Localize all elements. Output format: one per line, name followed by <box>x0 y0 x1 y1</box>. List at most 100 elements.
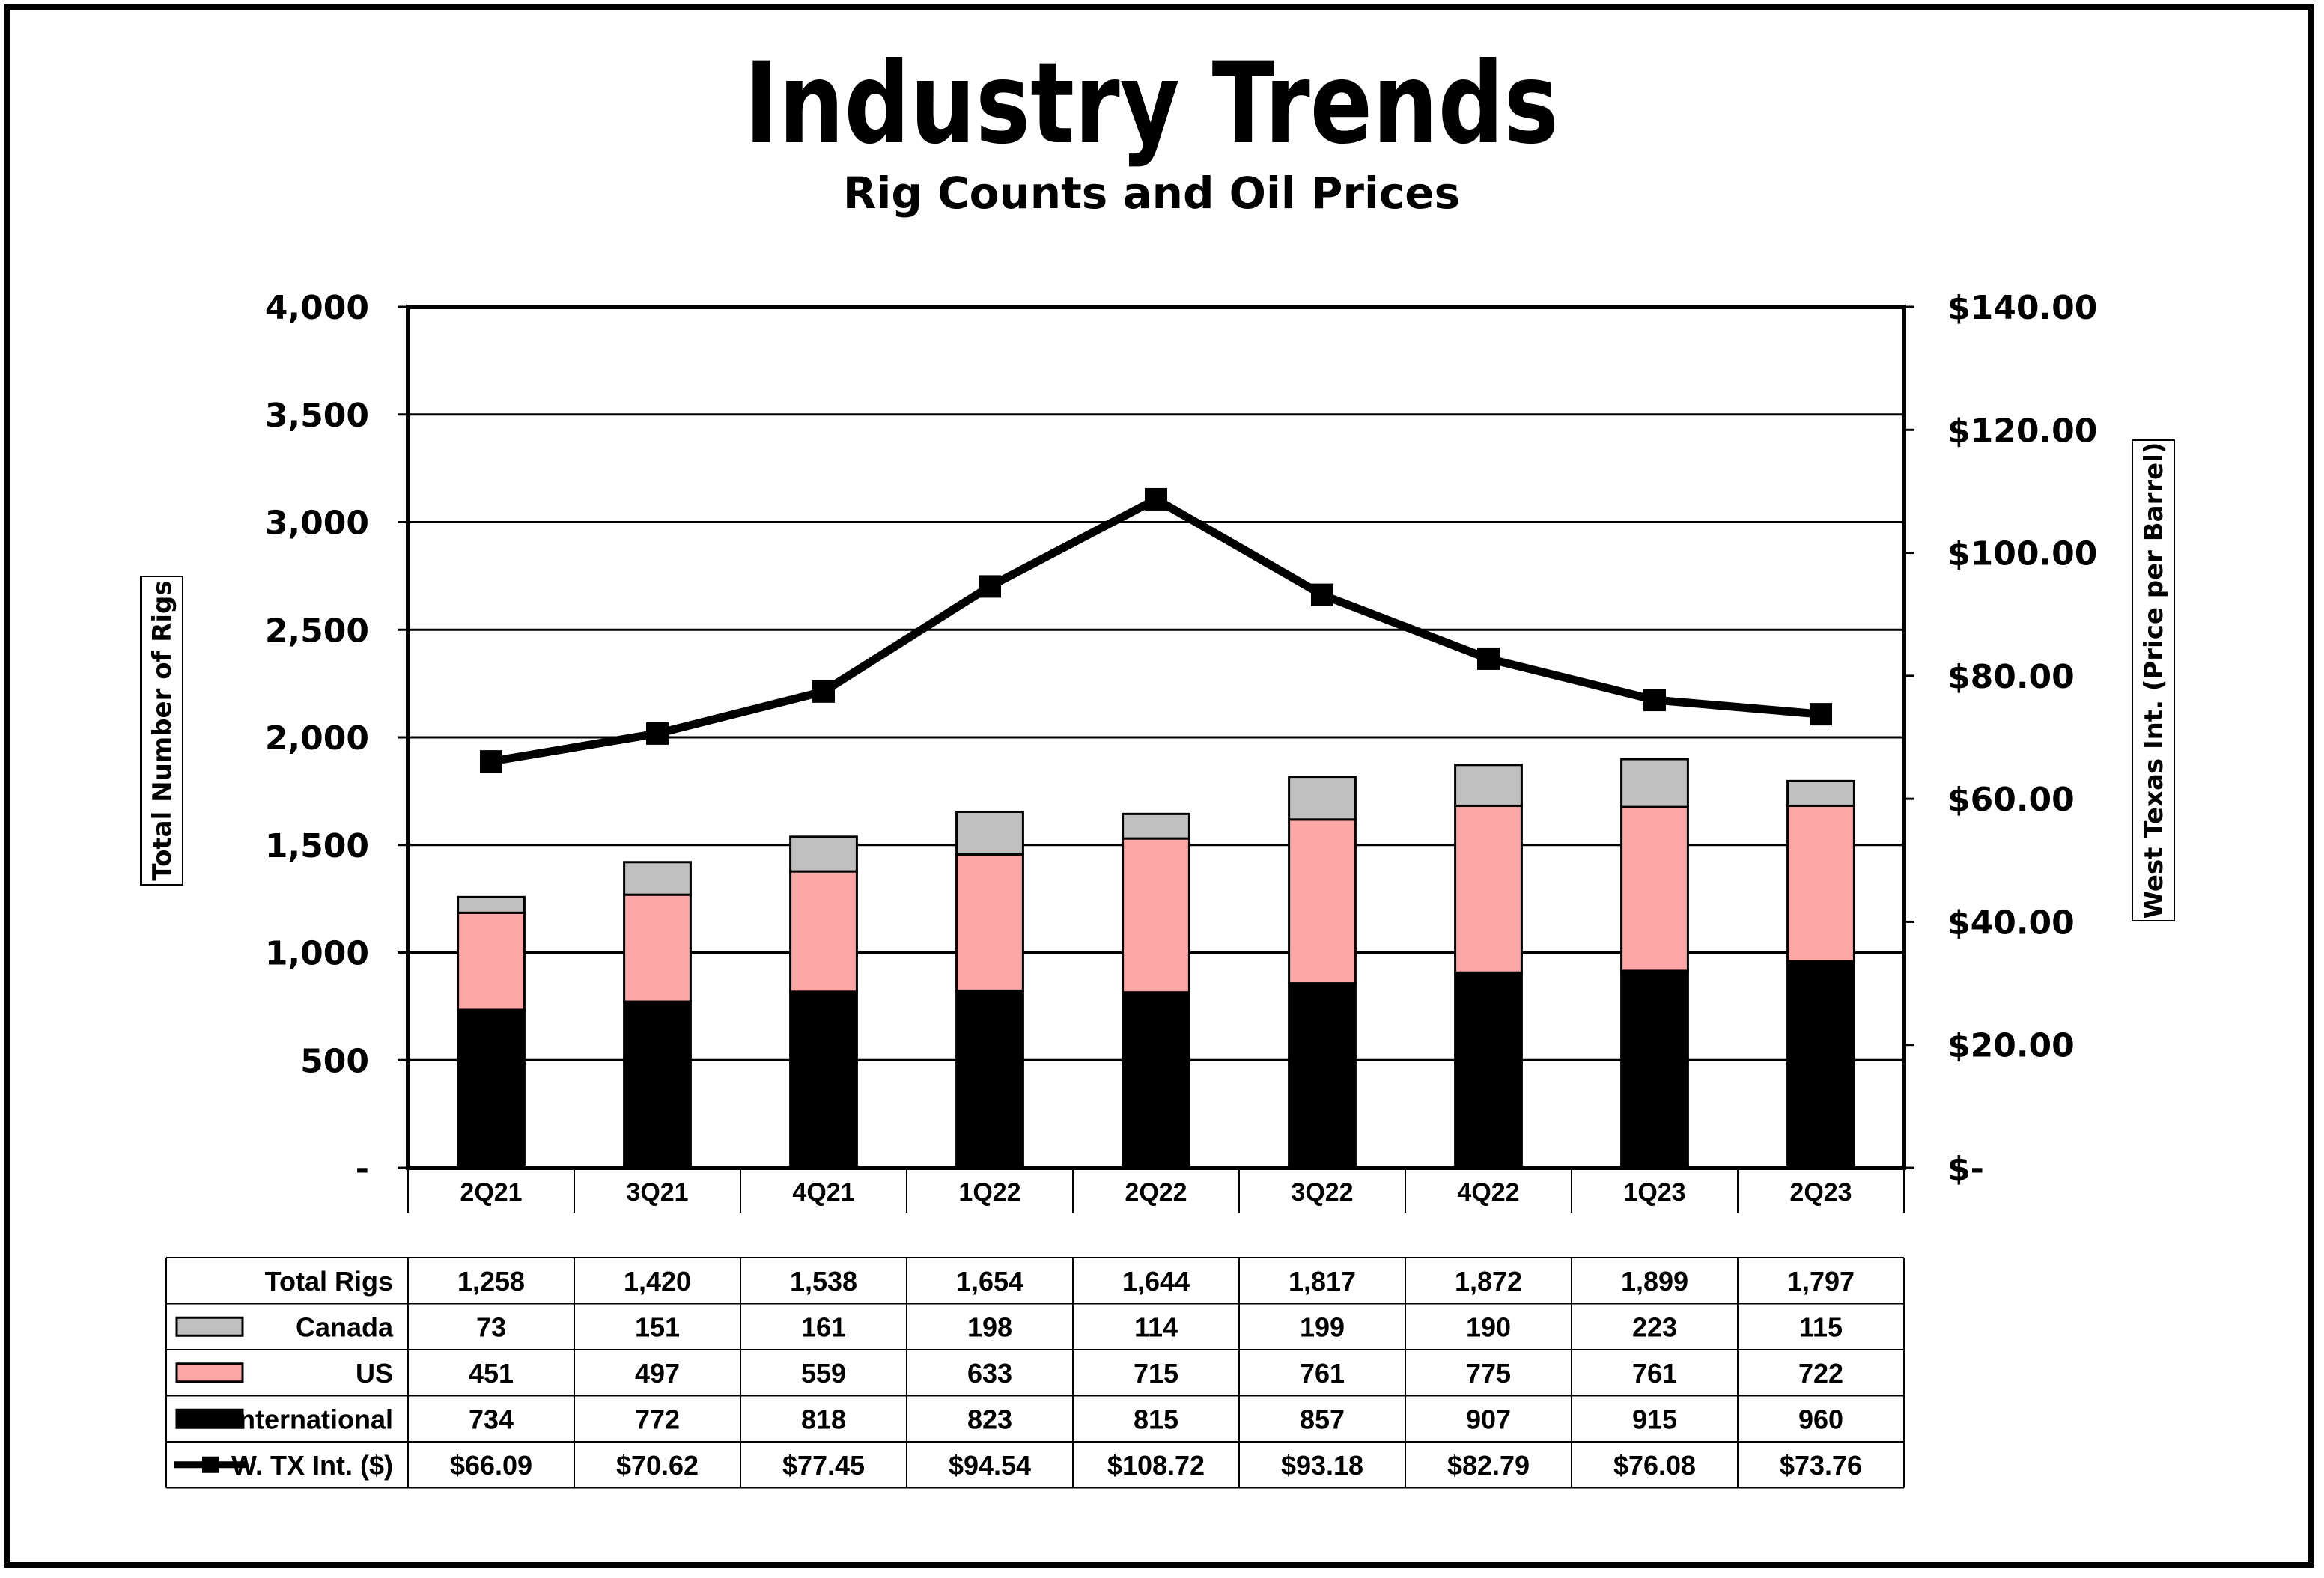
table-cell: $93.18 <box>1281 1450 1363 1481</box>
price-marker-2q22 <box>1145 487 1167 511</box>
left-axis-title: Total Number of Rigs <box>147 580 177 880</box>
left-tick-label: 2,500 <box>265 612 369 650</box>
table-cell: 815 <box>1134 1404 1178 1434</box>
table-cell: 907 <box>1466 1404 1511 1434</box>
right-tick-label: $140.00 <box>1947 289 2097 327</box>
table-cell: 198 <box>967 1312 1012 1342</box>
table-cell: 199 <box>1300 1312 1345 1342</box>
table-cell: 1,872 <box>1455 1266 1522 1297</box>
table-cell: 761 <box>1300 1358 1345 1389</box>
bar-international-2q22 <box>1122 991 1190 1169</box>
data-table: 2Q21 3Q21 4Q21 1Q22 2Q22 3Q22 4Q22 1Q23 2Q23 Tota… <box>165 1168 1905 1489</box>
table-cell: 1,654 <box>956 1266 1023 1297</box>
left-tick-label: 3,500 <box>265 397 369 435</box>
bar-us-4q22 <box>1454 804 1523 974</box>
row-label: US <box>356 1358 393 1389</box>
table-cell: $82.79 <box>1447 1450 1530 1481</box>
bar-canada-2q22 <box>1122 812 1190 840</box>
table-cell: $70.62 <box>616 1450 699 1481</box>
table-cell: 1,797 <box>1787 1266 1855 1297</box>
table-cell: 1,538 <box>790 1266 857 1297</box>
table-cell: $108.72 <box>1107 1450 1205 1481</box>
table-cell: 772 <box>635 1404 680 1434</box>
left-axis-title-box: Total Number of Rigs <box>140 576 183 886</box>
legend-swatch-international <box>175 1408 244 1429</box>
price-marker-3q21 <box>646 722 669 745</box>
table-cell: 633 <box>967 1358 1012 1389</box>
right-tick-label: $- <box>1947 1150 1984 1188</box>
bar-us-1q22 <box>955 853 1024 992</box>
category-label: 1Q22 <box>958 1178 1020 1207</box>
table-cell: 1,644 <box>1122 1266 1190 1297</box>
bar-canada-2q21 <box>457 895 526 914</box>
right-axis: $- $20.00 $40.00 $60.00 $80.00 $100.00 $120.00… <box>1904 289 2097 1188</box>
table-cell: 451 <box>469 1358 514 1389</box>
table-cell: 823 <box>967 1404 1012 1434</box>
table-cell: 114 <box>1134 1312 1178 1342</box>
table-cell: 715 <box>1134 1358 1178 1389</box>
price-marker-3q22 <box>1311 583 1333 606</box>
bar-us-2q21 <box>457 911 526 1011</box>
bar-international-3q22 <box>1288 982 1357 1169</box>
right-tick-label: $120.00 <box>1947 412 2097 450</box>
price-line-layer <box>480 487 1832 773</box>
bars <box>457 758 1855 1169</box>
left-axis: - 500 1,000 1,500 2,000 2,500 3,000 3,500 4,000 <box>265 289 408 1188</box>
price-marker-1q23 <box>1643 689 1666 712</box>
left-tick-label: - <box>356 1150 369 1188</box>
table-cell: 559 <box>801 1358 846 1389</box>
right-axis-title-box: West Texas Int. (Price per Barrel) <box>2132 439 2175 921</box>
table-cell: 915 <box>1632 1404 1677 1434</box>
legend-swatch-us <box>175 1362 244 1383</box>
bar-canada-1q23 <box>1620 758 1689 808</box>
bar-international-4q22 <box>1454 971 1523 1169</box>
chart-frame <box>4 4 2314 1568</box>
table-cell: 761 <box>1632 1358 1677 1389</box>
table-cell: $94.54 <box>949 1450 1031 1481</box>
row-label: Canada <box>296 1312 394 1342</box>
bar-canada-3q22 <box>1288 776 1357 821</box>
bar-us-3q21 <box>623 893 692 1003</box>
table-cell: 161 <box>801 1312 846 1342</box>
bar-international-1q22 <box>955 989 1024 1169</box>
category-label: 3Q21 <box>626 1178 688 1207</box>
bar-international-3q21 <box>623 1000 692 1169</box>
category-label: 1Q23 <box>1623 1178 1685 1207</box>
bar-international-1q23 <box>1620 969 1689 1169</box>
legend-swatch-canada <box>175 1316 244 1337</box>
price-marker-1q22 <box>979 575 1001 598</box>
category-label: 2Q22 <box>1125 1178 1187 1207</box>
category-label: 4Q21 <box>792 1178 854 1207</box>
bar-us-1q23 <box>1620 805 1689 972</box>
price-marker-4q22 <box>1477 647 1500 670</box>
bar-us-4q21 <box>789 870 858 993</box>
right-tick-label: $60.00 <box>1947 781 2075 819</box>
left-tick-label: 3,000 <box>265 505 369 543</box>
left-tick-label: 4,000 <box>265 289 369 327</box>
table-cell: 818 <box>801 1404 846 1434</box>
table-cell: $76.08 <box>1613 1450 1696 1481</box>
bar-us-2q22 <box>1122 837 1190 994</box>
row-label: W. TX Int. ($) <box>231 1450 393 1481</box>
row-label: Total Rigs <box>265 1266 393 1297</box>
price-marker-4q21 <box>812 680 835 703</box>
table-cell: 1,817 <box>1289 1266 1356 1297</box>
left-tick-label: 500 <box>300 1042 369 1080</box>
table-cell: 960 <box>1798 1404 1843 1434</box>
bar-international-4q21 <box>789 990 858 1169</box>
right-tick-label: $80.00 <box>1947 658 2075 696</box>
category-label: 2Q21 <box>460 1178 522 1207</box>
legend-marker-wti <box>202 1456 219 1473</box>
bar-canada-2q23 <box>1786 779 1855 807</box>
left-tick-label: 2,000 <box>265 719 369 758</box>
right-tick-label: $20.00 <box>1947 1027 2075 1065</box>
bar-canada-3q21 <box>623 861 692 896</box>
bar-canada-4q21 <box>789 835 858 873</box>
table-cell: 722 <box>1798 1358 1843 1389</box>
table-cell: 1,258 <box>457 1266 525 1297</box>
table-cell: 73 <box>476 1312 506 1342</box>
bar-us-2q23 <box>1786 804 1855 963</box>
table-cell: 190 <box>1466 1312 1511 1342</box>
category-label: 4Q22 <box>1457 1178 1519 1207</box>
